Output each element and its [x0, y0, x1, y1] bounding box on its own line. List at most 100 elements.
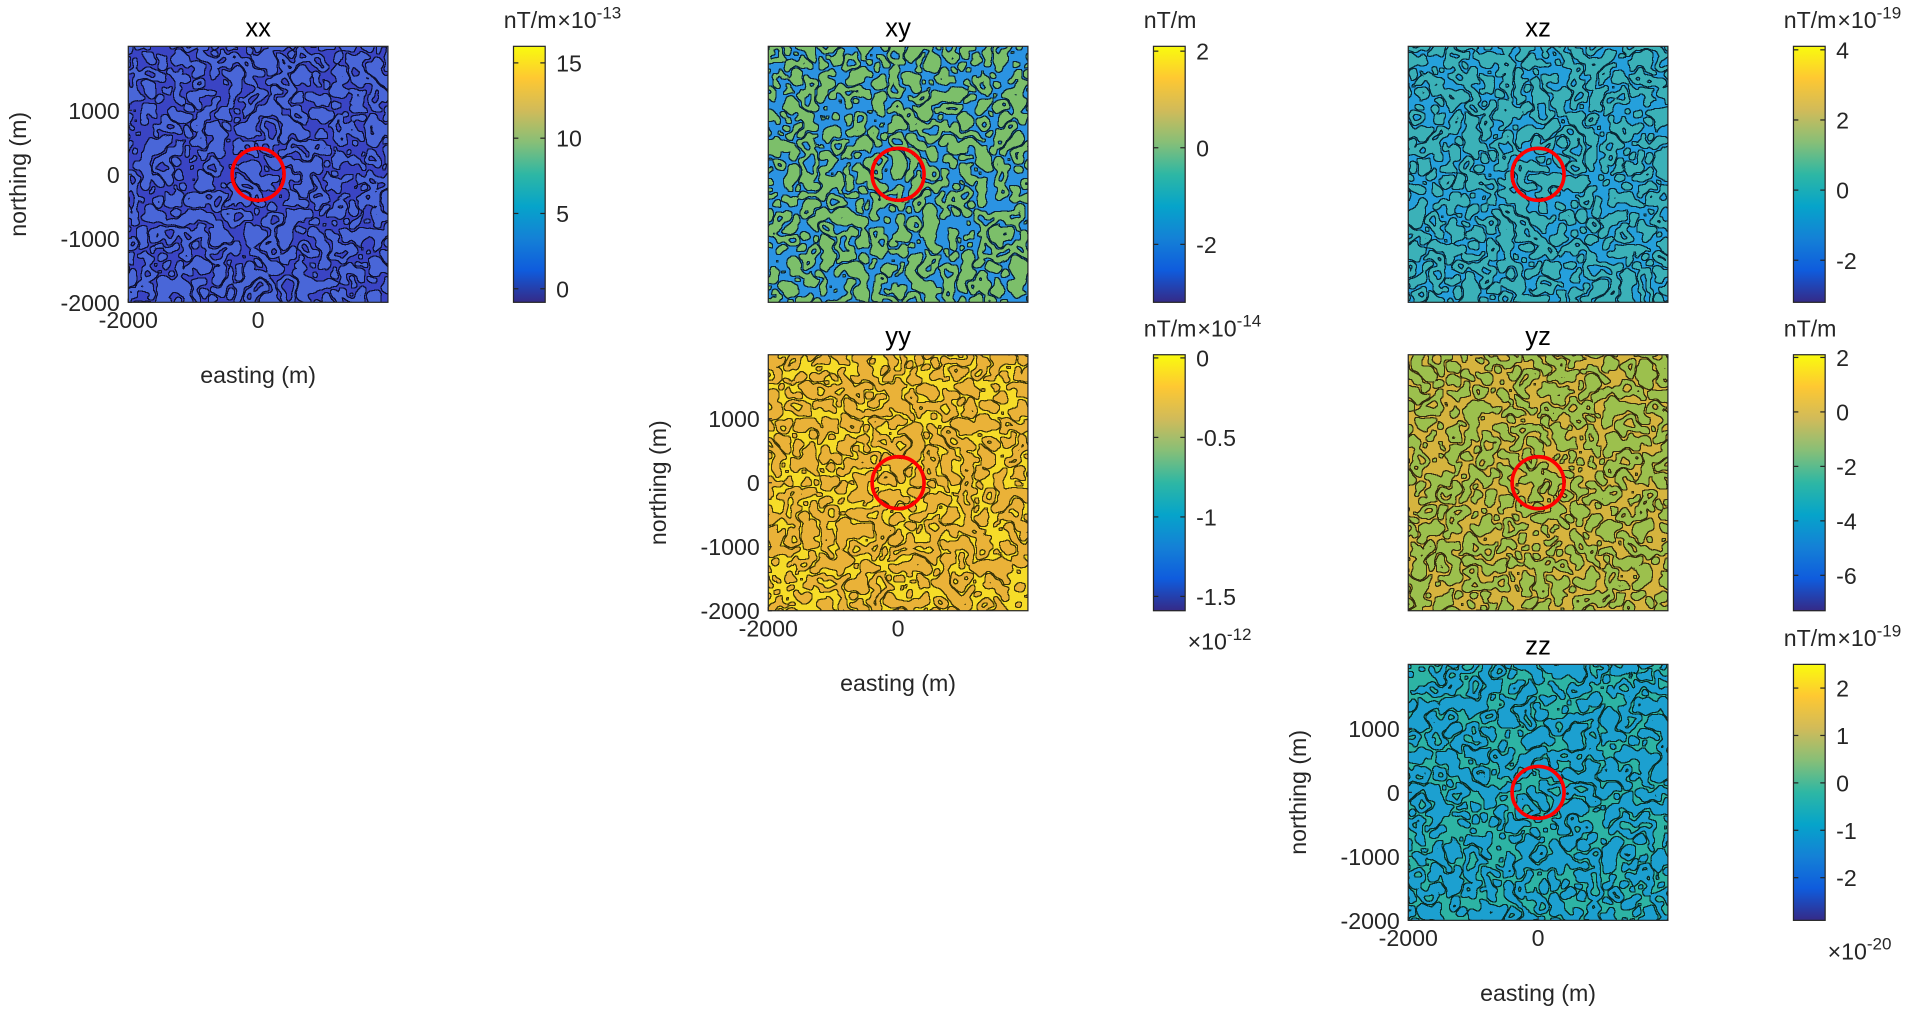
exponent-power: -19 [1877, 3, 1902, 22]
colorbar-tick-label: 0 [1196, 345, 1209, 371]
colorbar-tick-label: 1 [1836, 723, 1849, 749]
colorbar-label: nT/m [1784, 315, 1837, 341]
colorbar-tick-label: 2 [1836, 676, 1849, 702]
field-texture [768, 354, 1028, 611]
colorbar-tick-label: -2 [1836, 865, 1857, 891]
plot-title: xx [245, 15, 271, 43]
x-tick-label: -2000 [1379, 925, 1438, 951]
colorbar-tick-label: 10 [556, 126, 582, 152]
colorbar-label: nT/m [1144, 315, 1197, 341]
x-tick-label: -2000 [99, 307, 158, 333]
y-tick-label: -1000 [701, 534, 760, 560]
exponent-power: -14 [1237, 312, 1262, 331]
colorbar-exponent: ×10-19 [1837, 621, 1901, 651]
colorbar-tick-label: 0 [1836, 399, 1849, 425]
annotation-circle [870, 146, 926, 203]
plot-title: xz [1525, 15, 1551, 43]
colorbar-label: nT/m [1144, 7, 1197, 33]
y-tick-label: -1000 [1340, 844, 1399, 870]
plot-frame [1407, 354, 1669, 612]
plot-frame [767, 45, 1029, 303]
y-tick-label: 1000 [708, 406, 760, 432]
colorbar-label: nT/m [1784, 625, 1837, 651]
field-texture [1408, 354, 1668, 611]
colorbar-tick-label: -1.5 [1196, 584, 1236, 610]
plot-title: zz [1525, 633, 1551, 661]
colorbar-tick-label: -2 [1836, 454, 1857, 480]
colorbar-tick-label: 2 [1836, 345, 1849, 371]
x-tick-label: -2000 [739, 615, 798, 641]
y-tick-label: -2000 [61, 290, 120, 316]
y-axis-label: northing (m) [645, 420, 671, 545]
colorbar-tick-label: 0 [1196, 135, 1209, 161]
annotation-circle [1510, 454, 1566, 511]
colorbar [1792, 45, 1826, 303]
y-axis-label: northing (m) [1285, 730, 1311, 855]
annotation-circle [230, 146, 286, 203]
colorbar [512, 45, 546, 303]
colorbar [1792, 354, 1826, 612]
colorbar-tick-label: 2 [1196, 39, 1209, 65]
exponent-power: -20 [1867, 935, 1892, 954]
y-tick-label: 0 [1387, 780, 1400, 806]
colorbar-exponent: ×10-12 [1188, 625, 1252, 655]
x-axis-label: easting (m) [200, 362, 316, 388]
colorbar [1152, 354, 1186, 612]
field-texture [128, 46, 388, 303]
colorbar-tick-label: -1 [1196, 504, 1217, 530]
y-tick-label: 0 [747, 470, 760, 496]
exponent-power: -12 [1227, 625, 1252, 644]
plot-frame [1407, 45, 1669, 303]
colorbar [1152, 45, 1186, 303]
colorbar-tick-label: 2 [1836, 107, 1849, 133]
y-tick-label: -2000 [701, 598, 760, 624]
exponent-power: -19 [1877, 621, 1902, 640]
colorbar-exponent: ×10-20 [1828, 935, 1892, 965]
colorbar-tick-label: -4 [1836, 508, 1857, 534]
x-tick-label: 0 [1532, 925, 1545, 951]
colorbar-tick-label: 0 [1836, 178, 1849, 204]
colorbar-tick-label: 4 [1836, 37, 1849, 63]
colorbar-tick-label: -2 [1836, 248, 1857, 274]
annotation-circle [870, 454, 926, 511]
colorbar-tick-label: -0.5 [1196, 425, 1236, 451]
exponent-base: ×10 [1828, 938, 1867, 964]
colorbar-exponent: ×10-13 [557, 3, 621, 33]
exponent-base: ×10 [1188, 629, 1227, 655]
colorbar-tick-label: 15 [556, 50, 582, 76]
annotation-circle [1510, 764, 1566, 821]
y-axis-label: northing (m) [5, 112, 31, 237]
annotation-circle [1510, 146, 1566, 203]
exponent-power: -13 [597, 3, 622, 22]
x-axis-label: easting (m) [840, 670, 956, 696]
x-axis-label: easting (m) [1480, 980, 1596, 1006]
y-tick-label: -1000 [61, 226, 120, 252]
colorbar-tick-label: -1 [1836, 818, 1857, 844]
plot-title: xy [885, 15, 911, 43]
colorbar-label: nT/m [504, 7, 557, 33]
colorbar-tick-label: -6 [1836, 563, 1857, 589]
y-tick-label: 1000 [1348, 716, 1400, 742]
y-tick-label: -2000 [1340, 908, 1399, 934]
colorbar-exponent: ×10-14 [1197, 312, 1261, 342]
colorbar-tick-label: 5 [556, 201, 569, 227]
x-tick-label: 0 [252, 307, 265, 333]
plot-title: yy [885, 323, 911, 351]
exponent-base: ×10 [1837, 7, 1876, 33]
colorbar-label: nT/m [1784, 7, 1837, 33]
colorbar-tick-label: 0 [556, 276, 569, 302]
plot-title: yz [1525, 323, 1551, 351]
colorbar-tick-label: -2 [1196, 232, 1217, 258]
colorbar [1792, 663, 1826, 921]
colorbar-tick-label: 0 [1836, 770, 1849, 796]
exponent-base: ×10 [557, 7, 596, 33]
y-tick-label: 0 [107, 162, 120, 188]
y-tick-label: 1000 [68, 98, 120, 124]
field-texture [1408, 46, 1668, 303]
exponent-base: ×10 [1197, 315, 1236, 341]
exponent-base: ×10 [1837, 625, 1876, 651]
x-tick-label: 0 [892, 615, 905, 641]
field-texture [1408, 664, 1668, 921]
